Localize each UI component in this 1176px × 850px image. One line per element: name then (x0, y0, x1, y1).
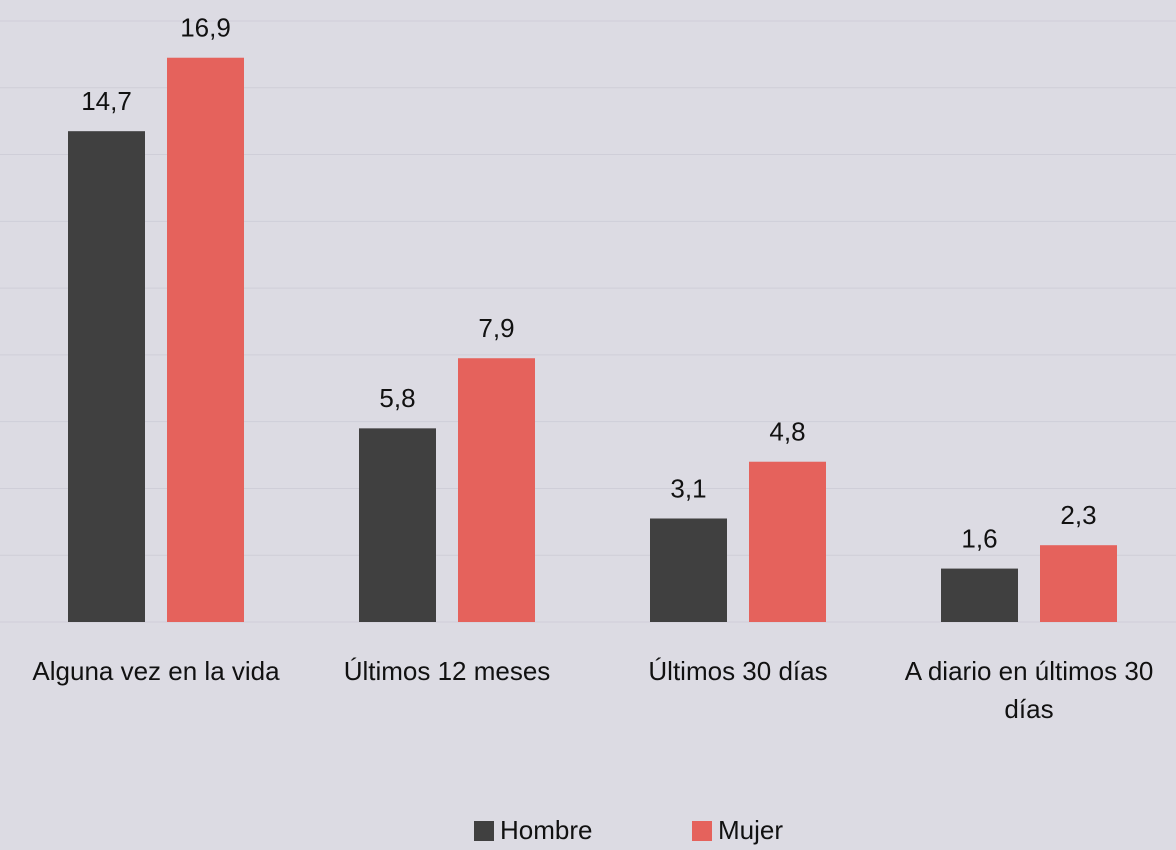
x-tick-label: Últimos 12 meses (343, 656, 551, 686)
legend-label: Mujer (718, 815, 784, 845)
data-label: 4,8 (769, 417, 805, 447)
bar (749, 461, 826, 622)
bar (1040, 545, 1117, 622)
data-label: 14,7 (81, 86, 132, 116)
bar (650, 518, 727, 622)
legend-item: Hombre (474, 815, 592, 846)
x-tick-label: Últimos 30 días (648, 656, 828, 686)
x-tick-label: Alguna vez en la vida (32, 656, 280, 686)
data-label: 7,9 (478, 313, 514, 343)
data-label: 5,8 (379, 383, 415, 413)
data-label: 1,6 (961, 523, 997, 553)
bar (359, 428, 436, 622)
data-label: 3,1 (670, 473, 706, 503)
data-label: 16,9 (180, 13, 231, 43)
bar (167, 57, 244, 622)
bar (68, 131, 145, 622)
legend-swatch (692, 820, 712, 841)
x-tick-label: A diario en últimos 30 días (904, 656, 1154, 724)
bar (458, 358, 535, 622)
data-label: 2,3 (1060, 500, 1096, 530)
legend-item: Mujer (692, 815, 783, 846)
legend-swatch (474, 820, 494, 841)
legend-label: Hombre (500, 815, 593, 845)
bar (941, 568, 1018, 622)
